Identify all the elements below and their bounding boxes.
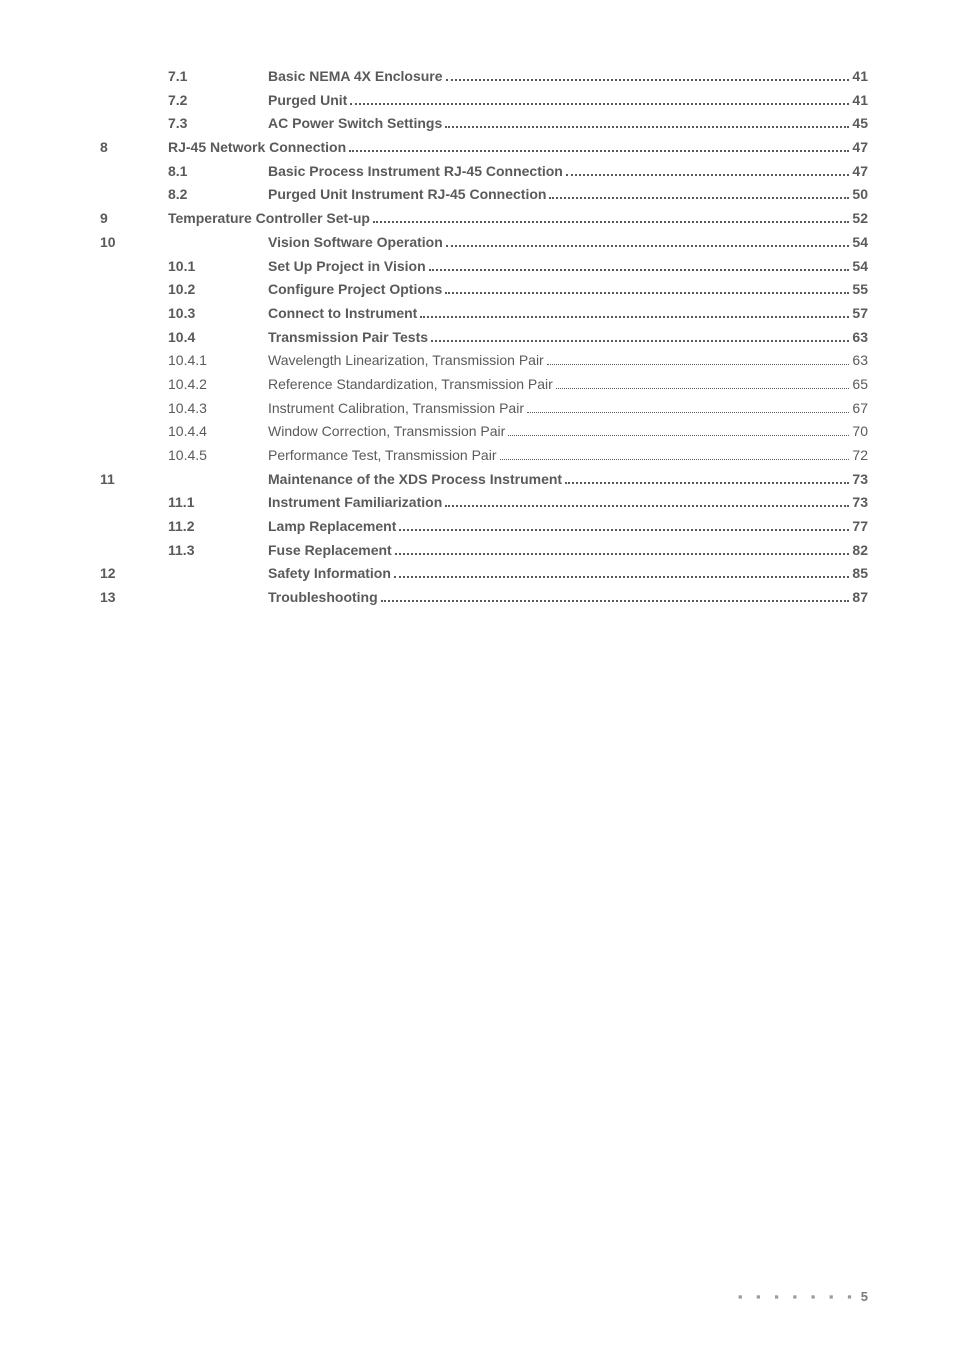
page-footer: ▪ ▪ ▪ ▪ ▪ ▪ ▪ 5 bbox=[100, 1289, 868, 1304]
toc-section-number: 10.4.4 bbox=[168, 421, 268, 443]
toc-row: 10.1Set Up Project in Vision 54 bbox=[100, 256, 868, 278]
toc-page-number: 47 bbox=[852, 161, 868, 183]
toc-row: 9Temperature Controller Set-up52 bbox=[100, 208, 868, 230]
toc-title: Lamp Replacement bbox=[268, 516, 852, 538]
toc-page-number: 72 bbox=[852, 445, 868, 467]
toc-row: 8RJ-45 Network Connection47 bbox=[100, 137, 868, 159]
toc-container: 7.1Basic NEMA 4X Enclosure417.2Purged Un… bbox=[100, 66, 868, 609]
toc-row: 10.4Transmission Pair Tests 63 bbox=[100, 327, 868, 349]
toc-title: Safety Information bbox=[268, 563, 852, 585]
toc-row: 10.4.2Reference Standardization, Transmi… bbox=[100, 374, 868, 396]
toc-section-number: 8.1 bbox=[168, 161, 268, 183]
toc-row: 13 Troubleshooting 87 bbox=[100, 587, 868, 609]
toc-row: 10 Vision Software Operation54 bbox=[100, 232, 868, 254]
toc-row: 7.1Basic NEMA 4X Enclosure41 bbox=[100, 66, 868, 88]
toc-section-number: 7.2 bbox=[168, 90, 268, 112]
toc-section-number: 10.3 bbox=[168, 303, 268, 325]
toc-section-number: 10.4.5 bbox=[168, 445, 268, 467]
toc-title: Instrument Familiarization bbox=[268, 492, 852, 514]
toc-chapter-number: 9 bbox=[100, 208, 168, 230]
toc-page-number: 82 bbox=[852, 540, 868, 562]
toc-page-number: 73 bbox=[852, 492, 868, 514]
toc-page-number: 63 bbox=[852, 350, 868, 372]
toc-page-number: 55 bbox=[852, 279, 868, 301]
toc-row: 10.4.5Performance Test, Transmission Pai… bbox=[100, 445, 868, 467]
toc-section-number: 7.1 bbox=[168, 66, 268, 88]
toc-section-number: 10.4.3 bbox=[168, 398, 268, 420]
toc-title: Basic NEMA 4X Enclosure bbox=[268, 66, 852, 88]
toc-row: 8.2Purged Unit Instrument RJ-45 Connecti… bbox=[100, 184, 868, 206]
toc-title: Window Correction, Transmission Pair bbox=[268, 421, 852, 443]
toc-title: Configure Project Options bbox=[268, 279, 852, 301]
toc-title: Purged Unit Instrument RJ-45 Connection bbox=[268, 184, 852, 206]
toc-chapter-number: 12 bbox=[100, 563, 168, 585]
toc-page-number: 52 bbox=[852, 208, 868, 230]
toc-page-number: 63 bbox=[852, 327, 868, 349]
toc-chapter-number: 8 bbox=[100, 137, 168, 159]
toc-title: Performance Test, Transmission Pair bbox=[268, 445, 852, 467]
toc-page-number: 41 bbox=[852, 90, 868, 112]
toc-page-number: 45 bbox=[852, 113, 868, 135]
toc-row: 10.2Configure Project Options55 bbox=[100, 279, 868, 301]
toc-row: 7.2Purged Unit 41 bbox=[100, 90, 868, 112]
toc-title: RJ-45 Network Connection bbox=[168, 137, 852, 159]
toc-chapter-number: 10 bbox=[100, 232, 168, 254]
toc-page-number: 70 bbox=[852, 421, 868, 443]
toc-title: Temperature Controller Set-up bbox=[168, 208, 852, 230]
toc-title: AC Power Switch Settings bbox=[268, 113, 852, 135]
toc-title: Connect to Instrument bbox=[268, 303, 852, 325]
toc-title: Basic Process Instrument RJ-45 Connectio… bbox=[268, 161, 852, 183]
toc-section-number: 10.4.2 bbox=[168, 374, 268, 396]
toc-row: 11 Maintenance of the XDS Process Instrum… bbox=[100, 469, 868, 491]
toc-page-number: 41 bbox=[852, 66, 868, 88]
toc-page-number: 54 bbox=[852, 232, 868, 254]
toc-row: 7.3AC Power Switch Settings 45 bbox=[100, 113, 868, 135]
toc-page-number: 77 bbox=[852, 516, 868, 538]
toc-row: 10.4.1Wavelength Linearization, Transmis… bbox=[100, 350, 868, 372]
toc-page-number: 54 bbox=[852, 256, 868, 278]
toc-page-number: 67 bbox=[852, 398, 868, 420]
toc-row: 11.1Instrument Familiarization73 bbox=[100, 492, 868, 514]
toc-title: Fuse Replacement bbox=[268, 540, 852, 562]
toc-page-number: 85 bbox=[852, 563, 868, 585]
toc-row: 11.3Fuse Replacement82 bbox=[100, 540, 868, 562]
toc-section-number: 10.2 bbox=[168, 279, 268, 301]
toc-section-number: 10.1 bbox=[168, 256, 268, 278]
toc-title: Troubleshooting bbox=[268, 587, 852, 609]
toc-title: Instrument Calibration, Transmission Pai… bbox=[268, 398, 852, 420]
toc-row: 10.4.4Window Correction, Transmission Pa… bbox=[100, 421, 868, 443]
toc-page-number: 87 bbox=[852, 587, 868, 609]
toc-title: Set Up Project in Vision bbox=[268, 256, 852, 278]
toc-section-number: 11.3 bbox=[168, 540, 268, 562]
toc-section-number: 11.2 bbox=[168, 516, 268, 538]
toc-chapter-number: 13 bbox=[100, 587, 168, 609]
toc-row: 12 Safety Information85 bbox=[100, 563, 868, 585]
toc-chapter-number: 11 bbox=[100, 469, 168, 491]
toc-page-number: 73 bbox=[852, 469, 868, 491]
toc-title: Vision Software Operation bbox=[268, 232, 852, 254]
toc-page-number: 47 bbox=[852, 137, 868, 159]
toc-title: Maintenance of the XDS Process Instrumen… bbox=[268, 469, 852, 491]
footer-page-number: 5 bbox=[861, 1289, 868, 1304]
toc-row: 8.1Basic Process Instrument RJ-45 Connec… bbox=[100, 161, 868, 183]
toc-row: 11.2Lamp Replacement 77 bbox=[100, 516, 868, 538]
toc-section-number: 10.4 bbox=[168, 327, 268, 349]
toc-section-number: 8.2 bbox=[168, 184, 268, 206]
toc-title: Purged Unit bbox=[268, 90, 852, 112]
toc-row: 10.3Connect to Instrument57 bbox=[100, 303, 868, 325]
toc-page-number: 50 bbox=[852, 184, 868, 206]
toc-page-number: 65 bbox=[852, 374, 868, 396]
toc-title: Reference Standardization, Transmission … bbox=[268, 374, 852, 396]
toc-section-number: 11.1 bbox=[168, 492, 268, 514]
toc-title: Transmission Pair Tests bbox=[268, 327, 852, 349]
footer-dots: ▪ ▪ ▪ ▪ ▪ ▪ ▪ bbox=[738, 1289, 857, 1304]
toc-section-number: 10.4.1 bbox=[168, 350, 268, 372]
toc-page-number: 57 bbox=[852, 303, 868, 325]
toc-section-number: 7.3 bbox=[168, 113, 268, 135]
toc-title: Wavelength Linearization, Transmission P… bbox=[268, 350, 852, 372]
toc-row: 10.4.3Instrument Calibration, Transmissi… bbox=[100, 398, 868, 420]
